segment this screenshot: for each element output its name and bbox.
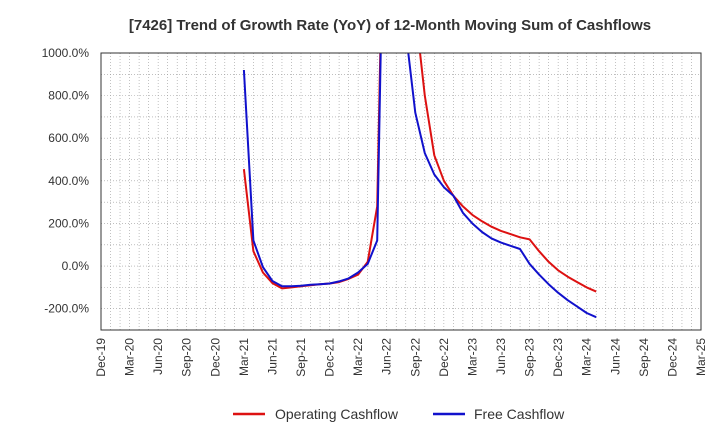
x-tick-label: Sep-24 bbox=[637, 338, 651, 377]
y-tick-label: 800.0% bbox=[48, 89, 89, 103]
x-tick-label: Mar-23 bbox=[465, 338, 479, 376]
legend-label: Free Cashflow bbox=[474, 406, 565, 422]
x-tick-label: Dec-20 bbox=[208, 338, 222, 377]
x-tick-label: Mar-20 bbox=[123, 338, 137, 376]
x-tick-label: Jun-22 bbox=[380, 338, 394, 375]
x-tick-label: Dec-24 bbox=[665, 338, 679, 377]
y-tick-label: -200.0% bbox=[44, 302, 89, 316]
x-tick-label: Sep-21 bbox=[294, 338, 308, 377]
x-tick-label: Dec-22 bbox=[437, 338, 451, 377]
chart-title: [7426] Trend of Growth Rate (YoY) of 12-… bbox=[129, 17, 651, 34]
x-tick-label: Dec-19 bbox=[94, 338, 108, 377]
legend-label: Operating Cashflow bbox=[275, 406, 399, 422]
x-tick-label: Sep-20 bbox=[180, 338, 194, 377]
x-tick-label: Jun-23 bbox=[494, 338, 508, 375]
x-tick-label: Mar-24 bbox=[580, 338, 594, 376]
x-tick-label: Mar-25 bbox=[694, 338, 708, 376]
y-tick-label: 400.0% bbox=[48, 174, 89, 188]
series-line bbox=[242, 53, 597, 319]
x-axis: Dec-19 Mar-20 Jun-20 Sep-20 Dec-20 Mar-21 Jun-… bbox=[94, 338, 708, 377]
legend: Operating Cashflow Free Cashflow bbox=[233, 406, 565, 422]
x-tick-label: Mar-22 bbox=[351, 338, 365, 376]
series-lines bbox=[242, 53, 597, 319]
y-tick-label: 1000.0% bbox=[42, 46, 90, 60]
x-tick-label: Jun-24 bbox=[608, 338, 622, 375]
x-tick-label: Sep-23 bbox=[523, 338, 537, 377]
y-tick-label: 600.0% bbox=[48, 131, 89, 145]
x-tick-label: Mar-21 bbox=[237, 338, 251, 376]
y-axis: 1000.0% 800.0% 600.0% 400.0% 200.0% 0.0% -200.… bbox=[42, 46, 90, 316]
x-tick-label: Sep-22 bbox=[408, 338, 422, 377]
x-tick-label: Dec-23 bbox=[551, 338, 565, 377]
x-tick-label: Jun-20 bbox=[151, 338, 165, 375]
x-tick-label: Dec-21 bbox=[323, 338, 337, 377]
y-tick-label: 0.0% bbox=[62, 259, 90, 273]
grid-lines bbox=[101, 53, 701, 330]
plot-area bbox=[101, 53, 701, 330]
x-tick-label: Jun-21 bbox=[265, 338, 279, 375]
plot-border bbox=[100, 52, 702, 331]
y-tick-label: 200.0% bbox=[48, 216, 89, 230]
